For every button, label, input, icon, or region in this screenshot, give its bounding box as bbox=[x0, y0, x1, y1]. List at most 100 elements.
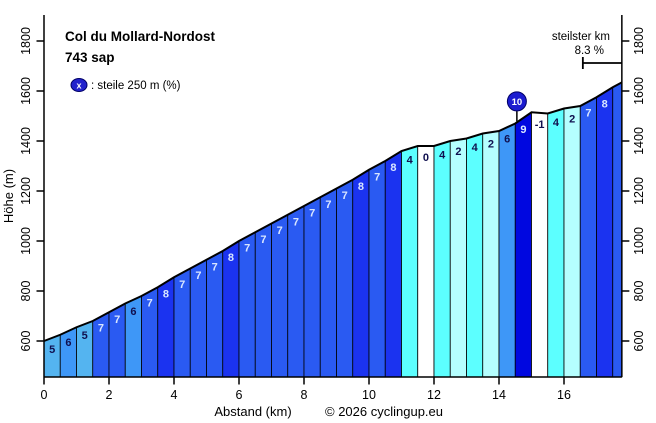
y-tick-label-left: 1600 bbox=[19, 77, 33, 105]
gradient-bar bbox=[417, 145, 435, 378]
x-axis-title: Abstand (km) bbox=[214, 404, 291, 419]
profile-line-layer bbox=[43, 81, 623, 342]
gradient-bar bbox=[579, 96, 597, 378]
y-tick-label-right: 1600 bbox=[632, 77, 646, 105]
y-tick-label-right: 600 bbox=[632, 331, 646, 352]
y-tick-label-right: 1800 bbox=[632, 27, 646, 55]
gradient-label: 7 bbox=[325, 199, 331, 211]
gradient-label: 7 bbox=[179, 279, 185, 291]
y-tick-label-left: 600 bbox=[19, 331, 33, 352]
y-tick-label-right: 1400 bbox=[632, 127, 646, 155]
gradient-label: 7 bbox=[98, 323, 104, 335]
y-tick-label-left: 1000 bbox=[19, 227, 33, 255]
gradient-label: 7 bbox=[212, 261, 218, 273]
steepest-km-marker-layer bbox=[581, 57, 622, 69]
gradient-label: 7 bbox=[114, 314, 120, 326]
gradient-bar bbox=[271, 214, 289, 378]
gradient-label: 4 bbox=[553, 117, 560, 129]
gradient-label: 7 bbox=[342, 190, 348, 202]
x-tick-label: 16 bbox=[557, 388, 571, 402]
gradient-bar bbox=[466, 132, 484, 378]
x-tick-label: 4 bbox=[171, 388, 178, 402]
gradient-label: 6 bbox=[65, 337, 71, 349]
gradient-label: 2 bbox=[569, 113, 575, 125]
gradient-label: 7 bbox=[195, 270, 201, 282]
gradient-bar bbox=[319, 187, 337, 378]
legend-marker-symbol: x bbox=[76, 81, 81, 91]
chart-title: Col du Mollard-Nordost bbox=[65, 29, 215, 44]
x-tick-label: 12 bbox=[427, 388, 441, 402]
steepest-250m-badge-layer: 10 bbox=[506, 91, 527, 122]
gradient-label: 4 bbox=[472, 142, 479, 154]
gradient-bar bbox=[287, 205, 305, 378]
y-tick-label-left: 1200 bbox=[19, 177, 33, 205]
gradient-bar bbox=[303, 196, 321, 378]
steepest-km-label: steilster km bbox=[552, 31, 610, 43]
gradient-label: 5 bbox=[49, 344, 55, 356]
gradient-label: 8 bbox=[163, 288, 169, 300]
gradient-label: 8 bbox=[228, 252, 234, 264]
y-tick-label-right: 1000 bbox=[632, 227, 646, 255]
steepest-km-value: 8.3 % bbox=[575, 45, 604, 57]
gradient-label: 8 bbox=[602, 98, 608, 110]
gradient-bar bbox=[612, 81, 623, 378]
gradient-label: 7 bbox=[260, 234, 266, 246]
gradient-bar bbox=[596, 86, 614, 378]
gradient-bar bbox=[498, 122, 516, 378]
gradient-bar bbox=[368, 160, 386, 378]
gradient-label: 9 bbox=[520, 124, 526, 136]
gradient-bar bbox=[254, 222, 272, 378]
gradient-bar bbox=[401, 145, 419, 378]
gradient-bar bbox=[433, 140, 451, 378]
gradient-label: 7 bbox=[277, 225, 283, 237]
y-tick-label-left: 1800 bbox=[19, 27, 33, 55]
gradient-label: 2 bbox=[455, 146, 461, 158]
gradient-label: 6 bbox=[130, 306, 136, 318]
gradient-label: 5 bbox=[82, 330, 88, 342]
copyright-text: © 2026 cyclingup.eu bbox=[325, 404, 443, 419]
gradient-label: -1 bbox=[535, 119, 545, 131]
gradient-bar bbox=[531, 111, 549, 378]
steepest-250m-badge-value: 10 bbox=[512, 97, 523, 108]
y-tick-label-right: 1200 bbox=[632, 177, 646, 205]
gradient-label: 7 bbox=[244, 243, 250, 255]
x-tick-label: 14 bbox=[492, 388, 506, 402]
legend-label: : steile 250 m (%) bbox=[91, 80, 181, 92]
gradient-bar bbox=[514, 111, 532, 378]
gradient-label: 4 bbox=[439, 150, 446, 162]
x-tick-label: 8 bbox=[301, 388, 308, 402]
gradient-label: 7 bbox=[309, 208, 315, 220]
y-tick-label-left: 800 bbox=[19, 281, 33, 302]
gradient-label: 7 bbox=[293, 216, 299, 228]
gradient-label: 7 bbox=[585, 108, 591, 120]
x-tick-label: 2 bbox=[106, 388, 113, 402]
legend-marker-icon bbox=[70, 78, 88, 92]
gradient-bar bbox=[449, 138, 467, 378]
gradient-label: 0 bbox=[423, 152, 429, 164]
gradient-label: 4 bbox=[407, 155, 414, 167]
y-tick-label-right: 800 bbox=[632, 281, 646, 302]
gradient-bar bbox=[384, 150, 402, 378]
x-tick-label: 6 bbox=[236, 388, 243, 402]
gradient-label: 7 bbox=[147, 298, 153, 310]
x-tick-label: 10 bbox=[362, 388, 376, 402]
gradient-label: 2 bbox=[488, 138, 494, 150]
gradient-label: 7 bbox=[374, 171, 380, 183]
y-tick-label-left: 1400 bbox=[19, 127, 33, 155]
gradient-bar bbox=[352, 169, 370, 378]
gradient-bar bbox=[336, 179, 354, 378]
x-tick-label: 0 bbox=[41, 388, 48, 402]
gradient-label: 6 bbox=[504, 133, 510, 145]
gradient-label: 8 bbox=[358, 181, 364, 193]
gradient-bar bbox=[563, 105, 581, 378]
profile-line bbox=[43, 81, 623, 342]
gradient-bar bbox=[482, 130, 500, 378]
gradient-bar bbox=[547, 107, 565, 378]
y-axis-title: Höhe (m) bbox=[1, 169, 16, 223]
steepest-250m-badge-icon bbox=[506, 91, 527, 112]
gradient-label: 8 bbox=[390, 162, 396, 174]
